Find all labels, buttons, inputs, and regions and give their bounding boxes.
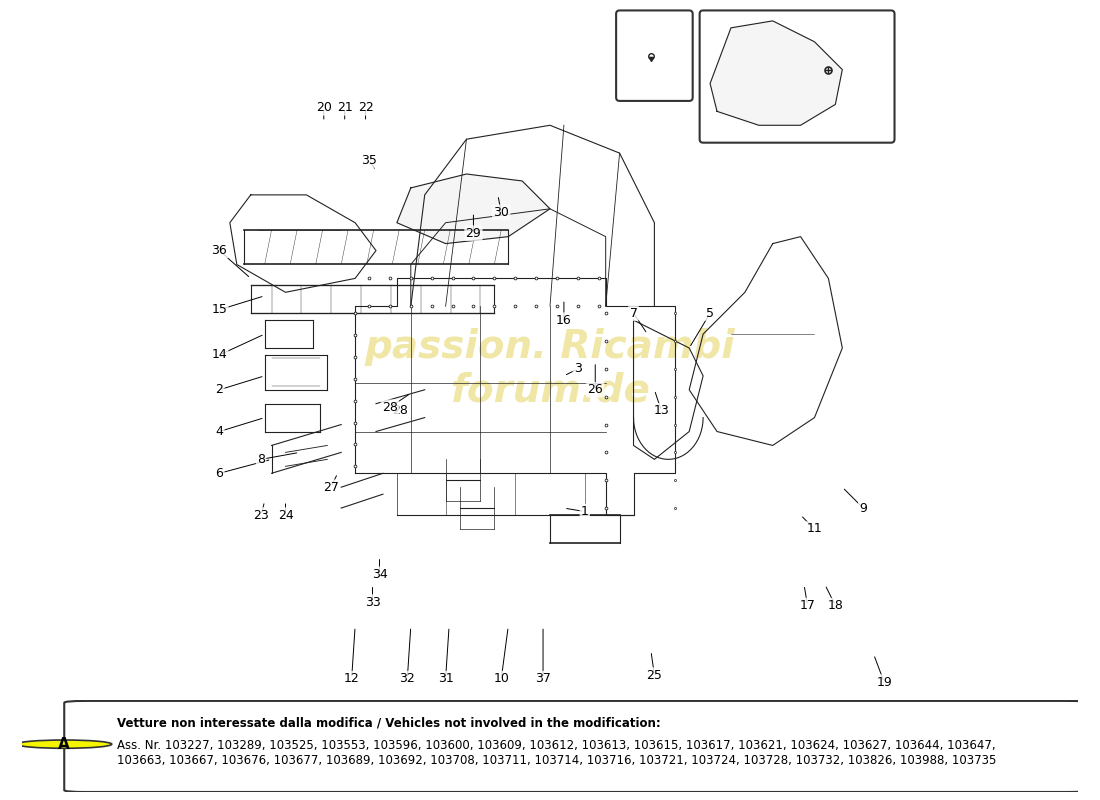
Text: 31: 31	[438, 672, 453, 685]
Text: 32: 32	[399, 672, 415, 685]
Text: 26: 26	[587, 383, 603, 396]
Text: 9: 9	[859, 502, 867, 514]
Text: 1: 1	[581, 505, 589, 518]
Text: 23: 23	[253, 509, 270, 522]
Text: 19: 19	[877, 675, 892, 689]
Text: 18: 18	[827, 599, 844, 612]
Text: 22: 22	[358, 102, 373, 114]
Text: A: A	[58, 737, 70, 752]
Text: 13: 13	[653, 404, 669, 417]
Text: 6: 6	[216, 466, 223, 480]
Text: 34: 34	[372, 568, 387, 581]
FancyBboxPatch shape	[64, 701, 1089, 792]
Circle shape	[16, 740, 112, 748]
Text: 21: 21	[337, 102, 353, 114]
Text: Ass. Nr. 103227, 103289, 103525, 103553, 103596, 103600, 103609, 103612, 103613,: Ass. Nr. 103227, 103289, 103525, 103553,…	[117, 738, 997, 766]
FancyBboxPatch shape	[700, 10, 894, 142]
Text: 11: 11	[806, 522, 823, 535]
Text: 29: 29	[465, 226, 482, 240]
Text: 2: 2	[216, 383, 223, 396]
Text: 7: 7	[629, 306, 638, 320]
Text: 35: 35	[361, 154, 377, 166]
Text: 12: 12	[344, 672, 360, 685]
Text: 4: 4	[216, 425, 223, 438]
Text: 30: 30	[493, 206, 509, 218]
Text: 15: 15	[211, 303, 228, 316]
Text: 16: 16	[556, 314, 572, 326]
Text: 27: 27	[322, 481, 339, 494]
Text: 24: 24	[277, 509, 294, 522]
Text: 28: 28	[382, 401, 398, 414]
Text: 37: 37	[535, 672, 551, 685]
Polygon shape	[711, 21, 843, 126]
Text: 20: 20	[316, 102, 332, 114]
Text: 10: 10	[493, 672, 509, 685]
Text: 33: 33	[364, 595, 381, 609]
Text: 5: 5	[706, 306, 714, 320]
Polygon shape	[397, 174, 550, 243]
Text: 3: 3	[574, 362, 582, 375]
Text: 25: 25	[647, 669, 662, 682]
Text: 8: 8	[257, 453, 265, 466]
Text: passion. Ricambi
forum.de: passion. Ricambi forum.de	[365, 328, 735, 410]
Text: 14: 14	[211, 349, 228, 362]
FancyBboxPatch shape	[616, 10, 693, 101]
Text: 36: 36	[211, 244, 228, 257]
Text: Vetture non interessate dalla modifica / Vehicles not involved in the modificati: Vetture non interessate dalla modifica /…	[117, 717, 661, 730]
Text: 28: 28	[393, 404, 408, 417]
Text: 17: 17	[800, 599, 815, 612]
